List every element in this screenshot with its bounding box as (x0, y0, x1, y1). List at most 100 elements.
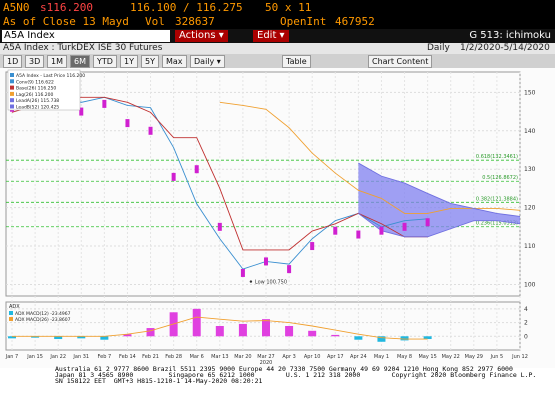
price-bar (194, 165, 199, 174)
legend-entry: LeadA(26) 115.738 (16, 98, 59, 104)
macd-bar (77, 336, 86, 339)
legend-entry: Lag(26) 116.200 (16, 92, 54, 98)
chart-controls: 1D 3D 1M 6M YTD 1Y 5Y Max Daily ▾ Table Chart Cont… (0, 54, 555, 68)
x-tick-label: May 1 (374, 354, 389, 360)
x-tick-label: Jan 15 (26, 354, 43, 360)
close-bar: As of Close 13 Mayd Vol 328637 OpenInt 4… (0, 14, 555, 29)
macd-legend-entry: ADX MACD(26) -23.8607 (15, 317, 71, 323)
actions-button[interactable]: Actions ▾ (175, 30, 228, 42)
macd-tick-label: 0 (524, 333, 528, 340)
x-tick-label: May 15 (418, 354, 436, 360)
x-tick-label: Mar 6 (190, 354, 204, 360)
security-name: A5A Index : TurkDEX ISE 30 Futures (3, 43, 163, 53)
price-bar (287, 265, 292, 274)
frequency-dropdown[interactable]: Daily ▾ (190, 55, 225, 68)
macd-bar (192, 308, 201, 337)
macd-legend-swatch (9, 311, 13, 315)
price-bar (171, 172, 176, 181)
y-tick-label: 140 (524, 128, 536, 135)
period-button[interactable]: 1M (47, 55, 67, 68)
legend-box (7, 69, 81, 111)
x-tick-label: Jun 12 (511, 354, 528, 360)
level-label: 0.236(115.0313) (476, 221, 518, 227)
period: Daily (427, 43, 450, 53)
x-tick-label: Apr 17 (327, 354, 344, 360)
chart-content-button[interactable]: Chart Content (368, 55, 433, 68)
period-button[interactable]: 6M (70, 55, 90, 68)
date-range: 1/2/2020-5/14/2020 (460, 43, 550, 53)
period-button[interactable]: 5Y (141, 55, 159, 68)
macd-bar (331, 334, 340, 337)
macd-bar (308, 330, 317, 337)
footer: Australia 61 2 9777 8600 Brazil 5511 239… (55, 365, 537, 385)
period-button[interactable]: 3D (25, 55, 45, 68)
macd-title: ADX (9, 304, 20, 310)
price-bar (125, 119, 130, 128)
bid-ask: 116.100 / 116.275 (130, 1, 243, 14)
x-tick-label: May 8 (397, 354, 412, 360)
macd-legend-swatch (9, 317, 13, 321)
price-bar (356, 230, 361, 239)
price-bar (333, 226, 338, 235)
period-button[interactable]: Max (162, 55, 187, 68)
x-tick-label: May 29 (465, 354, 483, 360)
size: 50 x 11 (265, 1, 312, 14)
period-button[interactable]: 1Y (120, 55, 138, 68)
level-label: 0.5(126.8672) (482, 175, 518, 181)
security-field[interactable]: A5A Index (2, 30, 170, 42)
chart: 100 110 120 130 140 150 Jan 7 Jan 15 Jan 22 Jan 3… (0, 68, 555, 368)
price-bar (240, 268, 245, 277)
period-button[interactable]: 1D (3, 55, 23, 68)
macd-legend-entry: ADX MACD(12) -23.4967 (15, 311, 71, 317)
price-bar (148, 126, 153, 135)
series-line (358, 162, 521, 217)
legend-swatch (10, 79, 14, 84)
macd-tick-label: 4 (524, 306, 528, 313)
edit-button[interactable]: Edit ▾ (253, 30, 289, 42)
macd-bar (31, 336, 40, 338)
footer-line: Australia 61 2 9777 8600 Brazil 5511 239… (55, 365, 513, 373)
series-line (358, 213, 521, 238)
footer-line: SN 158122 EET GMT+3 H815-1210-1 14-May-2… (55, 377, 263, 385)
level-label: 0.618(132.3461) (476, 154, 518, 160)
x-axis-title: 2020 (260, 360, 273, 366)
y-tick-label: 150 (524, 89, 536, 96)
macd-bar (354, 336, 363, 340)
macd-bar (146, 328, 155, 337)
subheader: A5A Index : TurkDEX ISE 30 Futures Daily… (0, 43, 555, 54)
legend-entry: LeadB(52) 120.425 (16, 105, 59, 111)
macd-bar (377, 336, 386, 342)
price-bar (425, 218, 430, 227)
vol: 328637 (175, 15, 215, 28)
last-price: s116.200 (40, 1, 93, 14)
macd-bar (238, 323, 247, 337)
vol-label: Vol (145, 15, 165, 28)
y-tick-label: 130 (524, 166, 536, 173)
x-tick-label: Feb 28 (165, 354, 182, 360)
price-bar (379, 226, 384, 235)
footer-line: Japan 81 3 4565 8900 Singapore 65 6212 1… (55, 371, 537, 379)
series-line (219, 101, 521, 214)
x-tick-label: Mar 13 (211, 354, 228, 360)
quote-bar: A5N0 s116.200 116.100 / 116.275 50 x 11 (0, 0, 555, 14)
x-tick-label: Feb 14 (119, 354, 136, 360)
low-marker (249, 280, 253, 283)
legend-swatch (10, 104, 14, 109)
macd-bar (285, 326, 294, 337)
price-bar (310, 242, 315, 251)
table-button[interactable]: Table (282, 55, 311, 68)
macd-bar (262, 319, 270, 337)
x-tick-label: May 22 (442, 354, 460, 360)
macd-tick-label: 2 (524, 320, 528, 327)
y-tick-label: 110 (524, 243, 536, 250)
oi: 467952 (335, 15, 375, 28)
legend-entry: Conv(9) 116.622 (16, 79, 54, 85)
legend-swatch (10, 98, 14, 103)
level-label: 0.382(121.3884) (476, 196, 518, 202)
price-bar (79, 107, 84, 116)
period-button[interactable]: YTD (93, 55, 117, 68)
x-tick-label: Mar 27 (257, 354, 274, 360)
low-label: Low 100.750 (255, 280, 287, 286)
x-tick-label: Apr 10 (304, 354, 321, 360)
